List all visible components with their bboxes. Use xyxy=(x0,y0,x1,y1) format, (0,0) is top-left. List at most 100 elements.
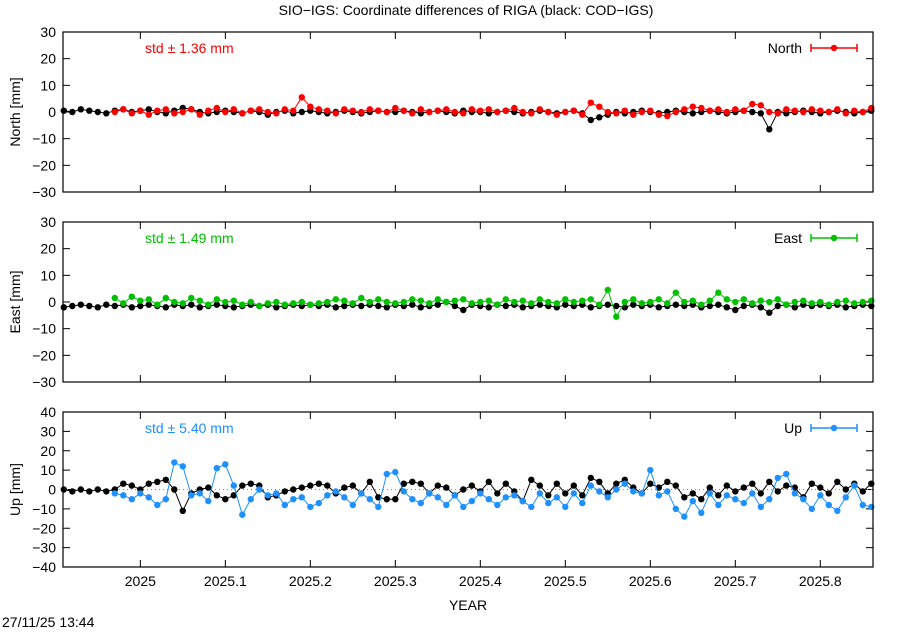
data-point xyxy=(791,490,798,497)
data-point xyxy=(723,482,730,489)
data-point xyxy=(341,484,348,491)
series-line xyxy=(114,288,872,318)
data-point xyxy=(358,108,365,116)
data-point xyxy=(689,497,696,505)
data-point xyxy=(545,108,552,116)
data-point xyxy=(188,301,195,308)
data-point xyxy=(502,107,509,114)
data-point xyxy=(808,106,815,113)
x-tick-label: 2025 xyxy=(125,573,156,589)
data-point xyxy=(281,488,288,495)
data-point xyxy=(842,486,849,493)
data-point xyxy=(128,482,135,489)
data-point xyxy=(213,296,220,303)
data-point xyxy=(553,300,560,307)
data-point xyxy=(264,300,271,307)
data-point xyxy=(341,302,348,310)
data-point xyxy=(460,306,467,314)
data-point xyxy=(791,298,798,306)
data-point xyxy=(230,304,237,311)
data-point xyxy=(502,480,509,487)
data-point xyxy=(587,482,594,489)
data-point xyxy=(621,298,628,306)
data-point xyxy=(664,300,671,307)
data-point xyxy=(145,296,152,303)
data-point xyxy=(511,298,518,306)
data-point xyxy=(766,496,773,503)
data-point xyxy=(111,294,119,302)
legend-errorbar-icon xyxy=(810,234,858,242)
data-point xyxy=(290,496,297,503)
data-point xyxy=(332,488,339,495)
data-point xyxy=(451,492,458,499)
data-point xyxy=(706,107,713,114)
data-point xyxy=(630,111,637,118)
data-point xyxy=(145,494,152,501)
data-point xyxy=(698,509,705,516)
data-point xyxy=(579,499,586,507)
data-point xyxy=(196,304,203,311)
data-point xyxy=(137,297,144,304)
timestamp: 27/11/25 13:44 xyxy=(2,614,95,630)
legend-marker xyxy=(830,44,838,52)
data-point xyxy=(579,111,586,118)
data-point xyxy=(324,298,331,306)
data-point xyxy=(434,301,441,308)
x-tick-label: 2025.1 xyxy=(204,573,247,589)
data-point xyxy=(213,301,220,308)
data-point xyxy=(426,108,433,116)
data-point xyxy=(400,298,407,306)
data-point xyxy=(859,298,866,306)
legend-label: North xyxy=(768,40,802,56)
data-point xyxy=(434,107,441,114)
data-point xyxy=(443,501,450,509)
data-point xyxy=(536,482,543,489)
data-point xyxy=(307,503,314,511)
y-tick-label: 20 xyxy=(40,443,56,459)
data-point xyxy=(545,499,552,507)
y-tick-label: 30 xyxy=(40,214,56,230)
data-point xyxy=(94,108,102,116)
data-point xyxy=(638,300,645,307)
data-point xyxy=(570,482,577,489)
data-point xyxy=(392,104,399,112)
legend-errorbar-icon xyxy=(810,44,858,52)
data-point xyxy=(545,298,552,306)
data-point xyxy=(239,482,246,489)
data-point xyxy=(655,111,662,118)
data-point xyxy=(213,104,220,112)
data-point xyxy=(596,301,603,308)
panel-north: −30 −20 −10 0 10 20 30 North [mm] std ± 1.36 mm N… xyxy=(7,24,875,200)
data-point xyxy=(128,304,135,311)
data-point xyxy=(647,298,654,306)
y-tick-label: 0 xyxy=(48,294,56,310)
data-point xyxy=(264,492,271,499)
data-point xyxy=(162,476,169,483)
data-point xyxy=(834,507,841,514)
data-point xyxy=(613,486,620,493)
data-point xyxy=(859,488,866,495)
y-axis-label: East [mm] xyxy=(7,270,23,333)
data-point xyxy=(94,486,102,493)
data-point xyxy=(290,486,297,493)
data-point xyxy=(298,298,305,306)
data-point xyxy=(621,107,628,114)
data-point xyxy=(103,110,110,117)
data-point xyxy=(468,497,475,505)
y-tick-label: 10 xyxy=(40,462,56,478)
y-tick-label: −20 xyxy=(32,520,56,536)
legend-label: Up xyxy=(784,420,802,436)
data-point xyxy=(137,490,144,497)
data-point xyxy=(757,297,764,304)
data-point xyxy=(774,110,781,117)
data-point xyxy=(647,466,654,474)
data-point xyxy=(383,108,390,116)
data-point xyxy=(86,488,93,495)
data-point xyxy=(511,104,518,112)
data-point xyxy=(383,298,390,306)
data-point xyxy=(307,482,314,489)
data-point xyxy=(120,300,127,307)
data-point xyxy=(324,492,331,499)
data-point xyxy=(579,492,586,499)
data-point xyxy=(749,100,756,108)
